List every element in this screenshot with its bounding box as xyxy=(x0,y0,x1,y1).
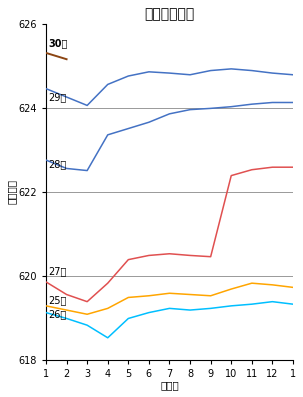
Text: 29年: 29年 xyxy=(48,92,66,102)
Y-axis label: （万人）: （万人） xyxy=(7,179,17,204)
Text: 27年: 27年 xyxy=(48,266,66,276)
Text: 28年: 28年 xyxy=(48,159,66,169)
Title: 月別人口推移: 月別人口推移 xyxy=(144,7,195,21)
Text: 26年: 26年 xyxy=(48,309,66,319)
Text: 25年: 25年 xyxy=(48,295,66,305)
Text: 30年: 30年 xyxy=(48,39,68,49)
X-axis label: （月）: （月） xyxy=(160,380,179,390)
